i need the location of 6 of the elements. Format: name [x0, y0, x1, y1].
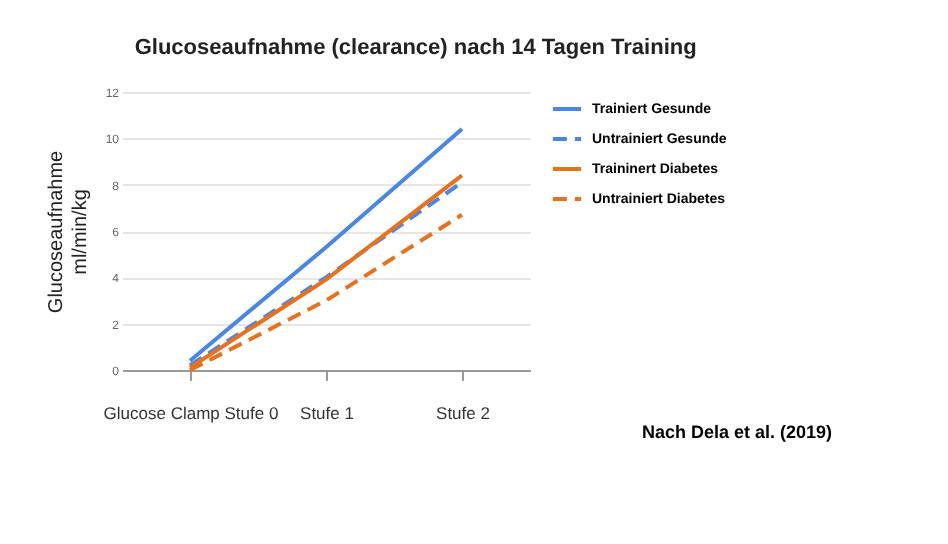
- x-tick-label: Stufe 1: [300, 403, 355, 423]
- y-axis-title: Glucoseaufnahme ml/min/kg: [45, 149, 92, 314]
- x-tick-label: Glucose Clamp Stufe 0: [103, 403, 279, 423]
- text: Nach Dela et al. (2019): [641, 422, 832, 442]
- chart-title: Glucoseaufnahme (clearance) nach 14 Tagen Training: [134, 36, 697, 60]
- x-tick-label: Stufe 2: [436, 403, 491, 423]
